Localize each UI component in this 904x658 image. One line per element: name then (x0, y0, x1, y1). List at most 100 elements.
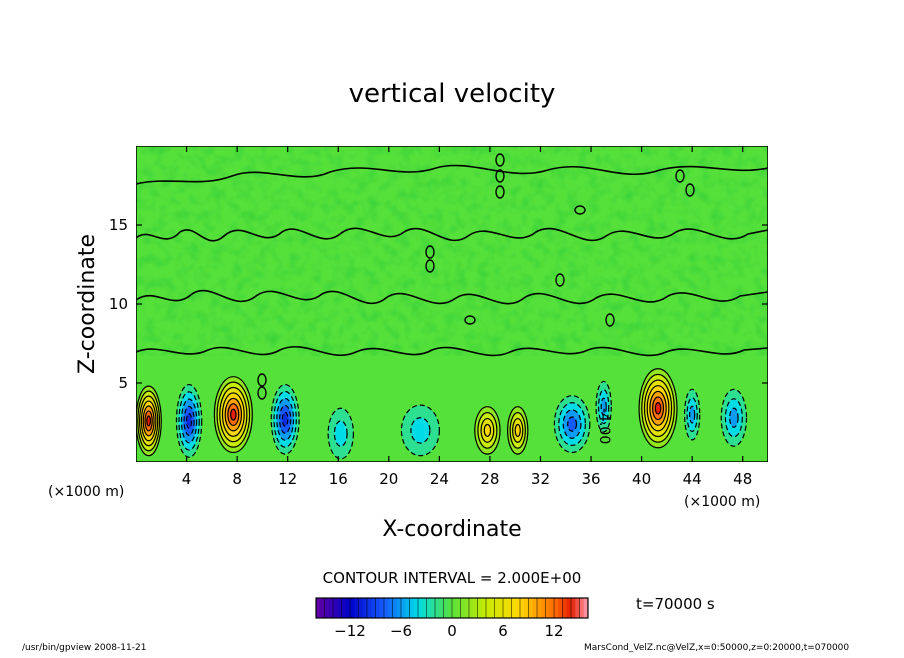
colorbar-swatch (328, 598, 334, 618)
heatmap-cell (474, 406, 501, 455)
colorbar-swatch (469, 598, 474, 618)
x-axis-label: X-coordinate (382, 517, 521, 542)
colorbar-swatch (511, 598, 517, 618)
colorbar-swatch (481, 598, 487, 618)
cell-level (146, 415, 152, 427)
x-tick-label: 24 (430, 470, 449, 488)
cell-level (600, 397, 607, 416)
colorbar-swatch (515, 598, 521, 618)
colorbar-swatch (354, 598, 359, 618)
colorbar-tick-label: −6 (390, 622, 412, 640)
colorbar-swatch (362, 598, 368, 618)
chart-title: vertical velocity (349, 79, 556, 109)
contour-line (136, 345, 768, 357)
heatmap-cell (270, 383, 300, 455)
colorbar-swatch (430, 598, 436, 618)
heatmap-cell (400, 404, 440, 457)
footer-right: MarsCond_VelZ.nc@VelZ,x=0:50000,z=0:2000… (584, 643, 849, 653)
y-axis: 5 10 15 (109, 216, 768, 392)
colorbar-tick-label: 6 (498, 622, 508, 640)
x-tick-label: 20 (379, 470, 398, 488)
x-tick-label: 48 (733, 470, 752, 488)
contour-lines (136, 164, 768, 357)
heatmap-cell (327, 407, 355, 460)
colorbar-swatch (558, 598, 563, 618)
y-tick-label: 15 (109, 216, 128, 234)
colorbar-swatch (460, 598, 466, 618)
colorbar (315, 597, 589, 619)
colorbar-swatch (528, 598, 534, 618)
colorbar-swatch (443, 598, 449, 618)
colorbar-swatch (396, 598, 402, 618)
cell-level (514, 423, 521, 437)
colorbar-swatch (350, 598, 355, 618)
x-tick-label: 44 (683, 470, 702, 488)
cell-layer (136, 368, 748, 460)
cell-level (185, 413, 193, 429)
colorbar-swatch (341, 598, 347, 618)
contour-value-label: -4.00 (596, 408, 612, 444)
cell-level (567, 416, 578, 432)
colorbar-swatch (579, 598, 585, 618)
heatmap-cell (683, 388, 701, 441)
colorbar-swatch (545, 598, 551, 618)
colorbar-swatch (316, 598, 321, 618)
heatmap-cell (553, 395, 591, 454)
x-tick-label: 36 (581, 470, 600, 488)
colorbar-swatch (320, 598, 325, 618)
colorbar-swatch (435, 598, 440, 618)
x-unit-right: (×1000 m) (684, 494, 760, 510)
colorbar-swatch (379, 598, 385, 618)
colorbar-swatch (439, 598, 444, 618)
colorbar-swatch (452, 598, 457, 618)
colorbar-tick-label: −12 (334, 622, 366, 640)
colorbar-swatch (473, 598, 478, 618)
colorbar-swatch (371, 598, 376, 618)
colorbar-swatch (490, 598, 495, 618)
colorbar-swatch (405, 598, 410, 618)
contour-interval-text: CONTOUR INTERVAL = 2.000E+00 (323, 569, 582, 587)
cell-level (689, 405, 696, 424)
colorbar-swatch (418, 598, 423, 618)
y-axis-label: Z-coordinate (75, 234, 100, 374)
heatmap-cell (507, 406, 529, 455)
colorbar-swatch (554, 598, 559, 618)
heatmap-cell (136, 385, 162, 457)
contour-line (136, 227, 768, 242)
colorbar-swatch (541, 598, 546, 618)
cell-level (729, 407, 739, 428)
plot-area: -4.00 (136, 146, 768, 462)
colorbar-swatch (388, 598, 393, 618)
cell-level (410, 417, 431, 444)
colorbar-swatch (422, 598, 427, 618)
x-unit-left: (×1000 m) (48, 484, 124, 500)
colorbar-swatch (524, 598, 529, 618)
colorbar-frame (315, 597, 589, 619)
colorbar-swatch (358, 598, 364, 618)
x-tick-label: 4 (182, 470, 192, 488)
colorbar-swatch (562, 598, 568, 618)
colorbar-swatch (426, 598, 432, 618)
colorbar-swatch (494, 598, 500, 618)
colorbar-swatch (401, 598, 406, 618)
colorbar-swatch (532, 598, 538, 618)
colorbar-swatch (324, 598, 330, 618)
x-tick-label: 16 (329, 470, 348, 488)
contour-line (136, 164, 768, 185)
cell-level (281, 411, 289, 427)
colorbar-swatch (447, 598, 453, 618)
x-tick-label: 12 (278, 470, 297, 488)
x-tick-label: 28 (480, 470, 499, 488)
heatmap-cell (175, 383, 203, 458)
colorbar-tick-label: 0 (447, 622, 457, 640)
heatmap-cell (720, 388, 748, 447)
cell-level (230, 408, 237, 421)
y-tick-label: 5 (118, 374, 128, 392)
small-contours (257, 153, 695, 400)
x-tick-label: 32 (531, 470, 550, 488)
colorbar-swatch (498, 598, 504, 618)
colorbar-swatch (345, 598, 351, 618)
cell-level (654, 402, 662, 415)
heatmap-cell (638, 368, 678, 449)
